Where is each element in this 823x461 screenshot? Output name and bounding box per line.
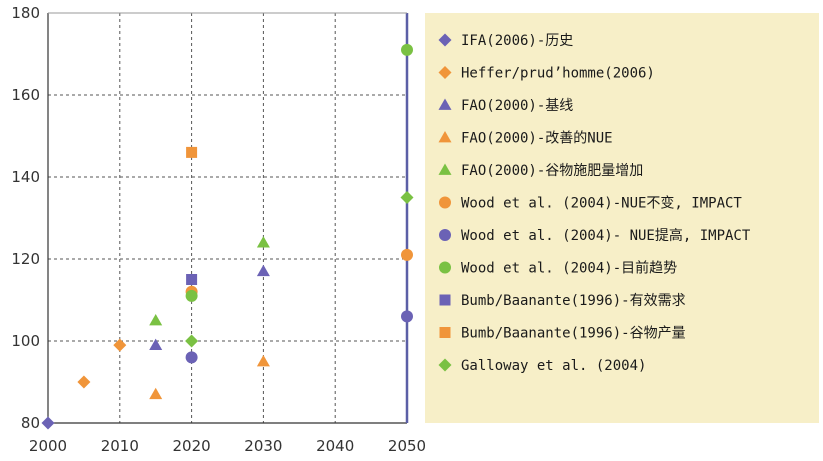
data-point-diamond [185,334,199,348]
data-point-square [186,274,198,285]
data-point-triangle [256,264,270,277]
legend-marker [439,261,451,274]
data-point-circle [185,351,198,364]
y-tick-label: 100 [11,332,40,350]
legend-label: FAO(2000)-谷物施肥量增加 [461,163,643,179]
data-point-triangle [256,236,270,248]
data-point-triangle [149,338,163,350]
legend-label: Galloway et al. (2004) [461,358,646,374]
x-tick-label: 2030 [244,437,282,455]
legend-marker [438,163,452,175]
x-tick-label: 2010 [101,437,139,455]
y-tick-label: 80 [21,414,40,432]
y-tick-label: 180 [11,4,40,22]
data-point-circle [401,248,413,261]
data-point-triangle [149,387,163,400]
y-tick-label: 160 [11,86,40,104]
data-point-diamond [400,191,414,204]
data-point-diamond [113,338,127,352]
legend-marker [438,33,452,47]
legend-marker [438,66,452,79]
legend-marker [438,358,452,372]
legend-label: FAO(2000)-基线 [461,97,573,114]
data-point-triangle [149,314,163,326]
data-point-diamond [77,375,91,389]
x-tick-label: 2020 [173,437,211,455]
x-tick-label: 2040 [316,437,354,455]
legend-marker [438,98,452,110]
data-points [41,43,414,430]
legend-marker [439,294,451,306]
legend-background [425,13,819,423]
data-point-diamond [41,416,55,430]
y-tick-label: 120 [11,250,40,268]
legend-marker [439,196,451,209]
legend-label: IFA(2006)-历史 [461,33,573,49]
axis-layer: 80 100 120 140 160 180 2000 2010 2020 2030 2040 205… [11,4,426,455]
data-point-circle [401,43,413,56]
legend-marker [439,229,451,241]
data-point-circle [185,289,198,302]
legend-label: Wood et al. (2004)-NUE不变, IMPACT [461,196,742,212]
legend-label: Wood et al. (2004)- NUE提高, IMPACT [461,227,751,244]
grid-layer [48,13,407,423]
legend-label: FAO(2000)-改善的NUE [461,131,613,147]
data-point-circle [401,310,413,323]
legend-label: Heffer/prud’homme(2006) [461,66,655,82]
x-tick-label: 2000 [29,437,67,455]
legend-label: Bumb/Baanante(1996)-谷物产量 [461,326,686,342]
x-tick-label: 2050 [388,437,426,455]
legend: IFA(2006)-历史 Heffer/prud’homme(2006) FAO(2… [425,13,819,423]
data-point-triangle [256,355,270,367]
legend-label: Bumb/Baanante(1996)-有效需求 [461,293,686,309]
y-tick-label: 140 [11,168,40,186]
legend-marker [439,327,451,338]
legend-marker [438,131,452,143]
legend-label: Wood et al. (2004)-目前趋势 [461,260,677,277]
data-point-square [186,146,198,158]
